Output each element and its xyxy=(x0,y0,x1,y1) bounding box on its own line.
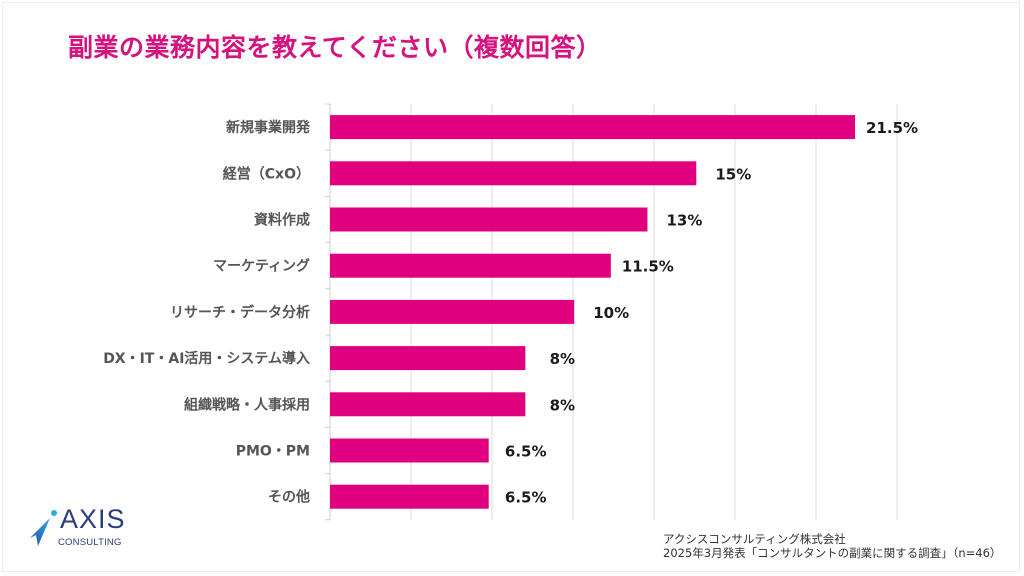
bar xyxy=(330,484,489,509)
bar xyxy=(330,299,575,324)
bar xyxy=(330,253,611,278)
bar xyxy=(330,438,489,463)
bar xyxy=(330,392,526,417)
source-note: アクシスコンサルティング株式会社 2025年3月発表「コンサルタントの副業に関す… xyxy=(663,532,1001,560)
category-label: その他 xyxy=(268,489,310,506)
category-label: DX・IT・AI活用・システム導入 xyxy=(103,350,310,367)
category-label: リサーチ・データ分析 xyxy=(170,304,310,321)
bar xyxy=(330,207,648,232)
value-label: 13% xyxy=(667,212,703,230)
category-label: 経営（CxO） xyxy=(223,165,310,182)
category-label: 資料作成 xyxy=(254,212,310,229)
logo-mark-icon xyxy=(30,510,57,546)
bar xyxy=(330,161,697,186)
value-label: 6.5% xyxy=(505,443,547,461)
source-company: アクシスコンサルティング株式会社 xyxy=(663,532,846,546)
value-label: 10% xyxy=(593,304,629,322)
logo-text: AXIS xyxy=(60,504,126,534)
category-label: マーケティング xyxy=(213,258,310,275)
value-label: 11.5% xyxy=(622,258,674,276)
value-label: 21.5% xyxy=(866,119,918,137)
bar xyxy=(330,115,856,140)
category-label: 組織戦略・人事採用 xyxy=(184,396,310,413)
company-logo: AXIS CONSULTING xyxy=(26,504,146,552)
source-survey: 2025年3月発表「コンサルタントの副業に関する調査」（n=46） xyxy=(663,546,1002,560)
category-label: PMO・PM xyxy=(236,444,310,460)
bar xyxy=(330,346,526,371)
value-label: 6.5% xyxy=(505,489,547,507)
value-labels: 21.5% 15% 13% 11.5% 10% 8% 8% 6.5% 6.5% xyxy=(505,119,918,507)
category-label: 新規事業開発 xyxy=(226,119,311,136)
value-label: 8% xyxy=(550,396,575,414)
logo-subtext: CONSULTING xyxy=(58,537,122,548)
bars xyxy=(330,115,856,509)
value-label: 8% xyxy=(550,350,575,368)
value-label: 15% xyxy=(715,165,751,183)
chart-title: 副業の業務内容を教えてください（複数回答） xyxy=(68,33,602,62)
